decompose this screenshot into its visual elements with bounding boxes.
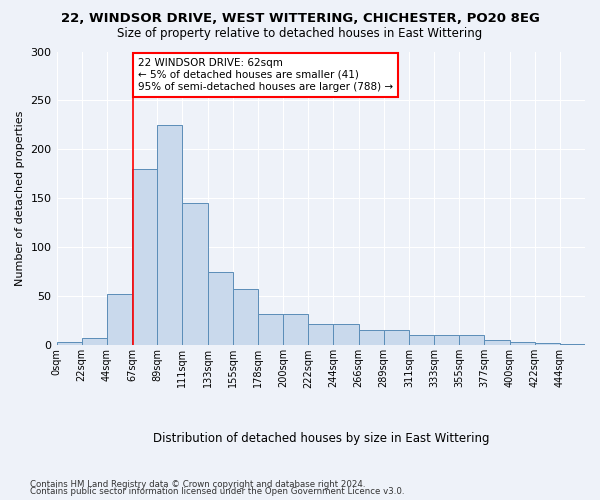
Bar: [107, 294, 132, 346]
Bar: [484, 340, 509, 345]
Bar: [233, 290, 258, 346]
Bar: [283, 314, 308, 346]
Text: Size of property relative to detached houses in East Wittering: Size of property relative to detached ho…: [118, 28, 482, 40]
Bar: [560, 344, 585, 346]
Bar: [132, 169, 157, 346]
Bar: [258, 314, 283, 346]
Bar: [56, 342, 82, 345]
Bar: [208, 272, 233, 345]
Bar: [157, 125, 182, 346]
Bar: [459, 336, 484, 345]
Text: 22 WINDSOR DRIVE: 62sqm
← 5% of detached houses are smaller (41)
95% of semi-det: 22 WINDSOR DRIVE: 62sqm ← 5% of detached…: [138, 58, 393, 92]
Bar: [409, 336, 434, 345]
Bar: [383, 330, 409, 345]
Y-axis label: Number of detached properties: Number of detached properties: [15, 110, 25, 286]
Text: 22, WINDSOR DRIVE, WEST WITTERING, CHICHESTER, PO20 8EG: 22, WINDSOR DRIVE, WEST WITTERING, CHICH…: [61, 12, 539, 26]
Bar: [359, 330, 383, 345]
Bar: [182, 204, 208, 346]
Bar: [535, 344, 560, 345]
Text: Contains public sector information licensed under the Open Government Licence v3: Contains public sector information licen…: [30, 487, 404, 496]
Bar: [308, 324, 334, 345]
X-axis label: Distribution of detached houses by size in East Wittering: Distribution of detached houses by size …: [152, 432, 489, 445]
Bar: [82, 338, 107, 345]
Bar: [509, 342, 535, 345]
Bar: [334, 324, 359, 345]
Bar: [434, 336, 459, 345]
Text: Contains HM Land Registry data © Crown copyright and database right 2024.: Contains HM Land Registry data © Crown c…: [30, 480, 365, 489]
